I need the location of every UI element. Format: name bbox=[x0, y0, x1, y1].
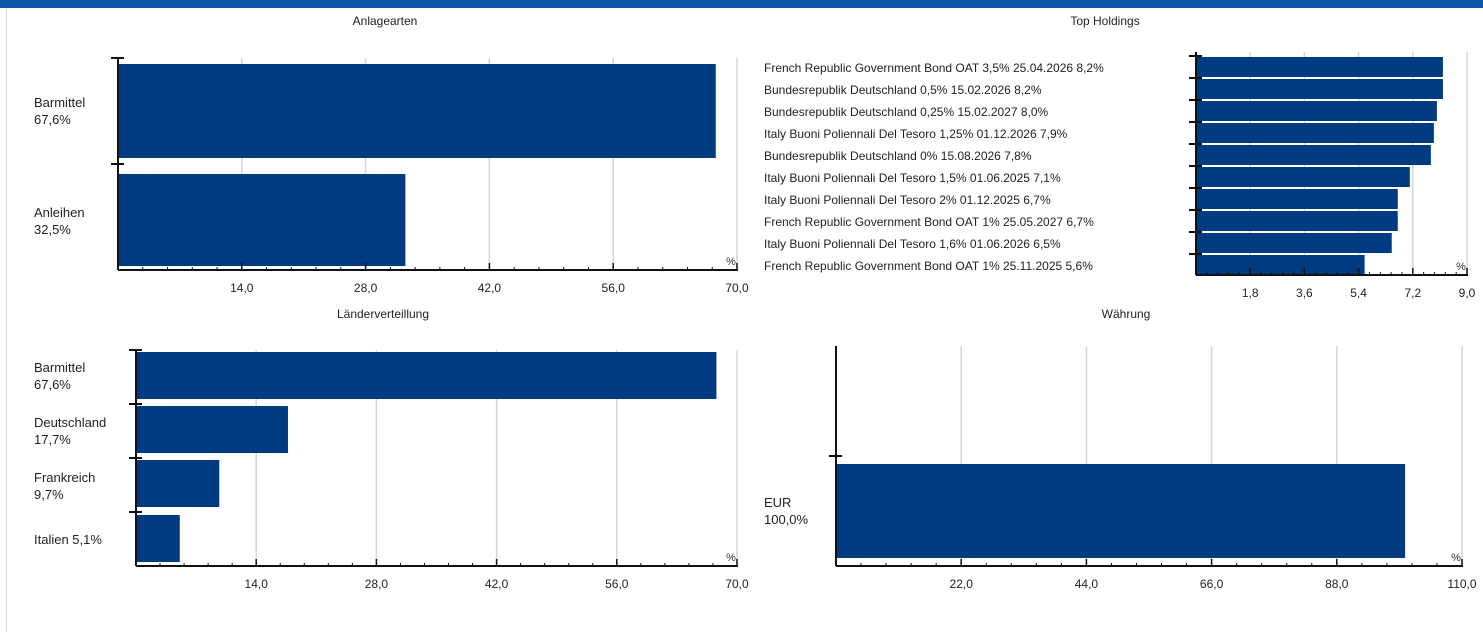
laender-bar bbox=[136, 515, 180, 562]
laender-bar bbox=[136, 460, 220, 507]
top_holdings-bar bbox=[1196, 101, 1437, 121]
waehrung-category-label: EUR bbox=[764, 495, 791, 510]
top_holdings-category-label: Italy Buoni Poliennali Del Tesoro 2% 01.… bbox=[764, 193, 1051, 207]
top_holdings-bar bbox=[1196, 123, 1434, 143]
top_holdings-unit-label: % bbox=[1456, 261, 1466, 273]
laender-x-tick-label: 56,0 bbox=[605, 577, 629, 591]
waehrung-bar bbox=[836, 464, 1406, 558]
header-bar bbox=[0, 0, 1483, 8]
top_holdings-x-tick-label: 7,2 bbox=[1404, 286, 1421, 300]
waehrung-unit-label: % bbox=[1451, 552, 1461, 564]
laender-category-label: Frankreich bbox=[34, 470, 95, 485]
top_holdings-category-label: French Republic Government Bond OAT 3,5%… bbox=[764, 61, 1104, 75]
top_holdings-bar bbox=[1196, 211, 1398, 231]
laender-category-label: Deutschland bbox=[34, 415, 106, 430]
top_holdings-x-tick-label: 3,6 bbox=[1296, 286, 1313, 300]
top_holdings-x-tick-label: 5,4 bbox=[1350, 286, 1367, 300]
anlagearten-category-label: Anleihen bbox=[34, 205, 85, 220]
anlagearten-x-tick-label: 42,0 bbox=[478, 281, 502, 295]
top_holdings-bar bbox=[1196, 79, 1443, 99]
top_holdings-category-label: Bundesrepublik Deutschland 0,5% 15.02.20… bbox=[764, 83, 1042, 97]
waehrung-x-tick-label: 88,0 bbox=[1325, 577, 1349, 591]
top_holdings-bar bbox=[1196, 255, 1365, 275]
top_holdings-bar bbox=[1196, 233, 1392, 253]
laender-x-tick-label: 14,0 bbox=[245, 577, 269, 591]
laender-value-label: 9,7% bbox=[34, 487, 64, 502]
waehrung-x-tick-label: 44,0 bbox=[1075, 577, 1099, 591]
chart-title-anlagearten: Anlagearten bbox=[352, 14, 418, 28]
top_holdings-category-label: Bundesrepublik Deutschland 0% 15.08.2026… bbox=[764, 149, 1032, 163]
waehrung-x-tick-label: 22,0 bbox=[950, 577, 974, 591]
top_holdings-category-label: Italy Buoni Poliennali Del Tesoro 1,5% 0… bbox=[764, 171, 1061, 185]
anlagearten-value-label: 32,5% bbox=[34, 222, 71, 237]
chart-title-laenderverteilung: Länderverteillung bbox=[336, 307, 430, 321]
laender-x-tick-label: 28,0 bbox=[365, 577, 389, 591]
top_holdings-category-label: Bundesrepublik Deutschland 0,25% 15.02.2… bbox=[764, 105, 1049, 119]
anlagearten-unit-label: % bbox=[726, 256, 736, 268]
anlagearten-bar bbox=[118, 174, 406, 266]
anlagearten-bar bbox=[118, 64, 716, 158]
anlagearten-x-tick-label: 14,0 bbox=[230, 281, 254, 295]
laender-category-label: Barmittel bbox=[34, 360, 85, 375]
laender-value-label: 67,6% bbox=[34, 377, 71, 392]
anlagearten-x-tick-label: 70,0 bbox=[725, 281, 749, 295]
laender-unit-label: % bbox=[726, 552, 736, 564]
waehrung-x-tick-label: 110,0 bbox=[1447, 577, 1476, 591]
laender-x-tick-label: 70,0 bbox=[725, 577, 749, 591]
laender-x-tick-label: 42,0 bbox=[485, 577, 509, 591]
top_holdings-x-tick-label: 1,8 bbox=[1242, 286, 1259, 300]
top_holdings-category-label: French Republic Government Bond OAT 1% 2… bbox=[764, 259, 1093, 273]
laender-category-label: Italien 5,1% bbox=[34, 532, 102, 547]
top_holdings-bar bbox=[1196, 57, 1443, 77]
anlagearten-x-tick-label: 28,0 bbox=[354, 281, 378, 295]
anlagearten-x-tick-label: 56,0 bbox=[602, 281, 626, 295]
top_holdings-bar bbox=[1196, 189, 1398, 209]
top_holdings-category-label: French Republic Government Bond OAT 1% 2… bbox=[764, 215, 1094, 229]
page-left-border bbox=[6, 8, 7, 632]
top_holdings-category-label: Italy Buoni Poliennali Del Tesoro 1,25% … bbox=[764, 127, 1068, 141]
anlagearten-category-label: Barmittel bbox=[34, 95, 85, 110]
laender-value-label: 17,7% bbox=[34, 432, 71, 447]
chart-title-waehrung: Währung bbox=[1101, 307, 1151, 321]
waehrung-value-label: 100,0% bbox=[764, 512, 809, 527]
laender-bar bbox=[136, 406, 288, 453]
laender-bar bbox=[136, 352, 717, 399]
waehrung-x-tick-label: 66,0 bbox=[1200, 577, 1224, 591]
top_holdings-bar bbox=[1196, 145, 1431, 165]
top_holdings-category-label: Italy Buoni Poliennali Del Tesoro 1,6% 0… bbox=[764, 237, 1061, 251]
chart-title-top-holdings: Top Holdings bbox=[1070, 14, 1140, 28]
top_holdings-bar bbox=[1196, 167, 1410, 187]
top_holdings-x-tick-label: 9,0 bbox=[1459, 286, 1476, 300]
anlagearten-value-label: 67,6% bbox=[34, 112, 71, 127]
